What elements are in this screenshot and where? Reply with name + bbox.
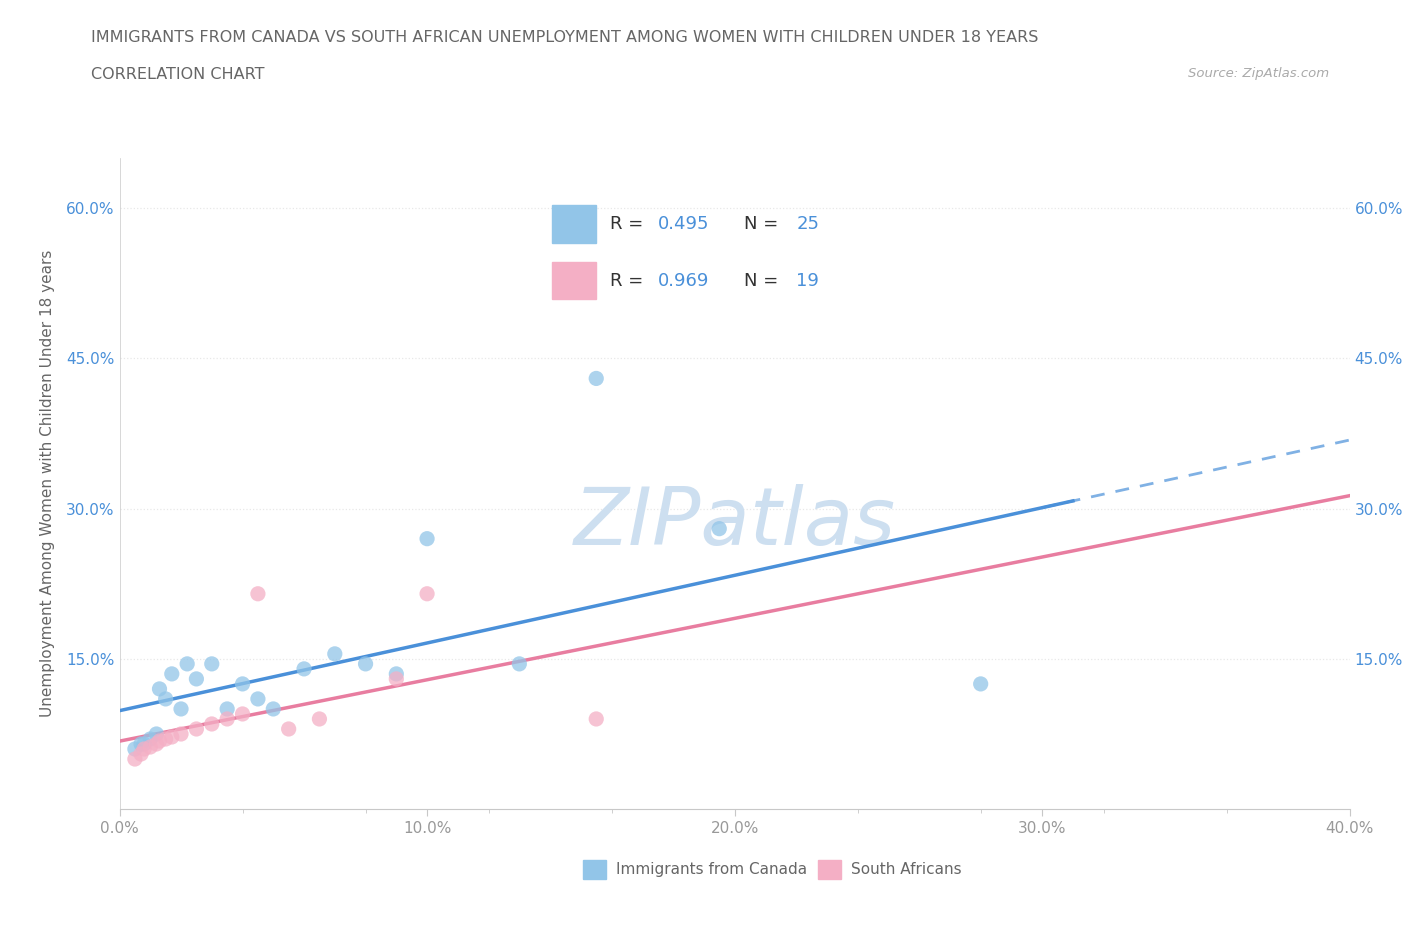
Text: Source: ZipAtlas.com: Source: ZipAtlas.com [1188,67,1329,80]
Point [139,739,162,754]
Point [323,646,346,661]
Point [308,711,330,726]
Point [416,531,439,546]
Point [129,747,152,762]
Point [139,732,162,747]
Point [201,716,224,731]
Point [186,722,208,737]
Point [585,371,607,386]
Point [246,692,269,707]
Point [217,711,239,726]
Point [585,711,607,726]
Point [155,692,177,707]
Point [246,586,269,601]
Text: IMMIGRANTS FROM CANADA VS SOUTH AFRICAN UNEMPLOYMENT AMONG WOMEN WITH CHILDREN U: IMMIGRANTS FROM CANADA VS SOUTH AFRICAN … [91,30,1039,45]
Point [186,671,208,686]
Point [508,657,530,671]
Point [170,701,193,716]
Point [231,707,254,722]
Point [970,676,993,691]
Point [155,732,177,747]
Point [148,682,170,697]
Point [145,726,167,741]
Point [145,737,167,751]
Point [170,726,193,741]
Point [354,657,377,671]
Point [231,676,254,691]
Point [201,657,224,671]
Point [132,737,156,751]
Bar [583,860,606,879]
Y-axis label: Unemployment Among Women with Children Under 18 years: Unemployment Among Women with Children U… [39,250,55,717]
Point [132,741,156,756]
Point [148,734,170,749]
Text: CORRELATION CHART: CORRELATION CHART [91,67,264,82]
Point [262,701,284,716]
Point [129,737,152,751]
Point [292,661,315,676]
Point [124,751,146,766]
Text: ZIPatlas: ZIPatlas [574,484,896,562]
Point [385,667,408,682]
Point [160,729,183,744]
Point [217,701,239,716]
Point [385,671,408,686]
Point [176,657,198,671]
Point [709,521,731,536]
Text: South Africans: South Africans [851,862,962,877]
Point [160,667,183,682]
Text: Immigrants from Canada: Immigrants from Canada [616,862,807,877]
Bar [818,860,841,879]
Point [124,741,146,756]
Point [416,586,439,601]
Point [277,722,299,737]
